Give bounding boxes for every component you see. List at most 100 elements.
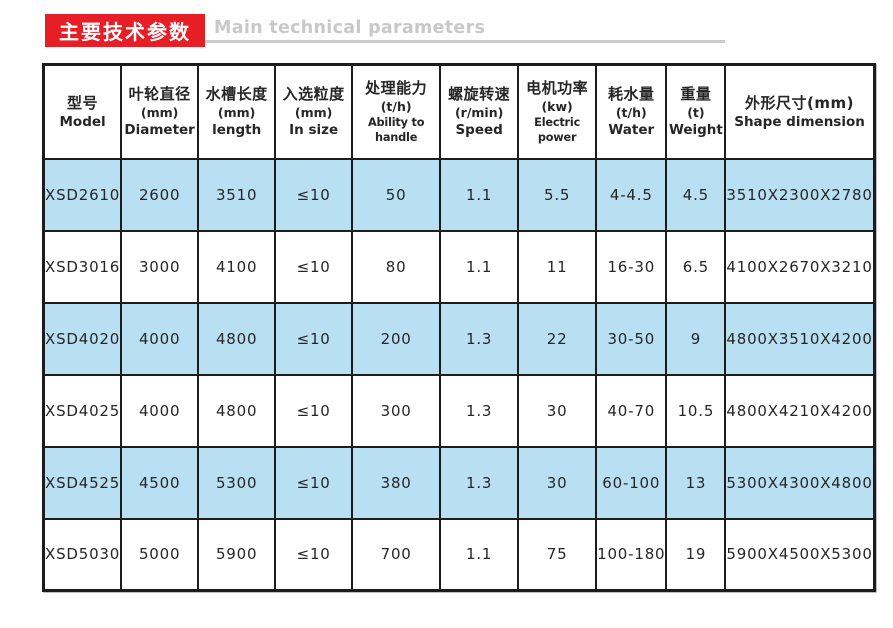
cell-length: 4100 (197, 229, 277, 304)
cell-weight: 6.5 (665, 229, 727, 304)
cell-model: XSD4025 (42, 373, 123, 448)
cell-weight: 13 (665, 445, 727, 520)
cell-in-size: ≤10 (274, 229, 354, 304)
col-header-ability: 处理能力 (t/h) Ability to handle (351, 63, 442, 160)
col-header-unit: (t/h) (380, 98, 412, 114)
cell-water: 30-50 (595, 301, 668, 376)
title-underline (205, 40, 725, 43)
cell-water: 100-180 (595, 517, 668, 592)
col-header-zh: 电机功率 (526, 79, 589, 98)
cell-ability: 50 (351, 157, 442, 232)
cell-water: 4-4.5 (595, 157, 668, 232)
col-header-zh: 水槽长度 (205, 85, 268, 104)
cell-electric-power: 22 (517, 301, 598, 376)
cell-length: 5300 (197, 445, 277, 520)
cell-diameter: 4000 (120, 373, 200, 448)
col-header-length: 水槽长度 (mm) length (197, 63, 277, 160)
cell-length: 3510 (197, 157, 277, 232)
col-header-unit: (mm) (217, 104, 256, 120)
col-header-unit: (r/min) (454, 104, 504, 120)
cell-speed: 1.3 (439, 445, 520, 520)
col-header-in-size: 入选粒度 (mm) In size (274, 63, 354, 160)
col-header-en: Weight (668, 121, 723, 138)
col-header-zh: 叶轮直径 (128, 85, 191, 104)
cell-model: XSD3016 (42, 229, 123, 304)
cell-in-size: ≤10 (274, 445, 354, 520)
cell-shape: 4800X3510X4200 (724, 301, 876, 376)
col-header-en: Shape dimension (734, 113, 865, 130)
cell-ability: 200 (351, 301, 442, 376)
cell-length: 4800 (197, 301, 277, 376)
cell-speed: 1.1 (439, 517, 520, 592)
cell-in-size: ≤10 (274, 517, 354, 592)
cell-ability: 300 (351, 373, 442, 448)
cell-diameter: 4500 (120, 445, 200, 520)
title-badge: 主要技术参数 (45, 14, 205, 47)
col-header-en: Speed (455, 121, 503, 138)
cell-electric-power: 75 (517, 517, 598, 592)
cell-weight: 9 (665, 301, 727, 376)
col-header-zh: 耗水量 (608, 85, 655, 104)
col-header-zh: 入选粒度 (282, 85, 345, 104)
cell-diameter: 2600 (120, 157, 200, 232)
col-header-weight: 重量 (t) Weight (665, 63, 727, 160)
col-header-unit: (mm) (294, 104, 333, 120)
col-header-en: Model (59, 113, 106, 130)
col-header-unit: (t) (687, 104, 705, 120)
col-header-unit: (t/h) (615, 104, 647, 120)
col-header-zh: 型号 (67, 93, 99, 112)
col-header-model: 型号 Model (42, 63, 123, 160)
table-row: XSD2610 2600 3510 ≤10 50 1.1 5.5 4-4.5 4.5 3510X2… (42, 157, 876, 232)
cell-electric-power: 11 (517, 229, 598, 304)
cell-weight: 19 (665, 517, 727, 592)
cell-model: XSD2610 (42, 157, 123, 232)
cell-weight: 10.5 (665, 373, 727, 448)
cell-speed: 1.3 (439, 373, 520, 448)
cell-weight: 4.5 (665, 157, 727, 232)
cell-in-size: ≤10 (274, 373, 354, 448)
col-header-zh: 重量 (680, 85, 712, 104)
cell-length: 5900 (197, 517, 277, 592)
spec-table-head: 型号 Model 叶轮直径 (mm) Diameter 水槽长度 (mm) length 入选粒… (42, 63, 876, 160)
cell-electric-power: 30 (517, 445, 598, 520)
cell-diameter: 3000 (120, 229, 200, 304)
col-header-electric-power: 电机功率 (kw) Electric power (517, 63, 598, 160)
cell-water: 16-30 (595, 229, 668, 304)
page-title-en: Main technical parameters (214, 18, 486, 38)
col-header-unit: (mm) (140, 104, 179, 120)
cell-ability: 700 (351, 517, 442, 592)
cell-speed: 1.1 (439, 157, 520, 232)
table-row: XSD3016 3000 4100 ≤10 80 1.1 11 16-30 6.5 4100X26… (42, 229, 876, 304)
cell-model: XSD4525 (42, 445, 123, 520)
cell-in-size: ≤10 (274, 157, 354, 232)
cell-shape: 3510X2300X2780 (724, 157, 876, 232)
col-header-zh: 螺旋转速 (448, 85, 511, 104)
cell-water: 40-70 (595, 373, 668, 448)
col-header-water: 耗水量 (t/h) Water (595, 63, 668, 160)
page-title-zh: 主要技术参数 (59, 20, 191, 44)
col-header-speed: 螺旋转速 (r/min) Speed (439, 63, 520, 160)
col-header-zh: 外形尺寸(mm) (745, 93, 855, 112)
cell-diameter: 5000 (120, 517, 200, 592)
cell-model: XSD5030 (42, 517, 123, 592)
cell-speed: 1.3 (439, 301, 520, 376)
col-header-en: Ability to handle (367, 115, 425, 144)
cell-speed: 1.1 (439, 229, 520, 304)
cell-ability: 80 (351, 229, 442, 304)
header-row: 型号 Model 叶轮直径 (mm) Diameter 水槽长度 (mm) length 入选粒… (42, 63, 876, 160)
col-header-en: Water (608, 121, 655, 138)
section-header: 主要技术参数 Main technical parameters (0, 0, 893, 56)
cell-shape: 4800X4210X4200 (724, 373, 876, 448)
cell-in-size: ≤10 (274, 301, 354, 376)
cell-shape: 5300X4300X4800 (724, 445, 876, 520)
col-header-zh: 处理能力 (365, 79, 428, 98)
table-row: XSD4025 4000 4800 ≤10 300 1.3 30 40-70 10.5 4800X… (42, 373, 876, 448)
col-header-en: Electric power (534, 115, 581, 144)
table-row: XSD4525 4500 5300 ≤10 380 1.3 30 60-100 13 5300X4… (42, 445, 876, 520)
col-header-en: Diameter (124, 121, 195, 138)
cell-electric-power: 30 (517, 373, 598, 448)
cell-shape: 4100X2670X3210 (724, 229, 876, 304)
col-header-en: In size (289, 121, 339, 138)
cell-ability: 380 (351, 445, 442, 520)
